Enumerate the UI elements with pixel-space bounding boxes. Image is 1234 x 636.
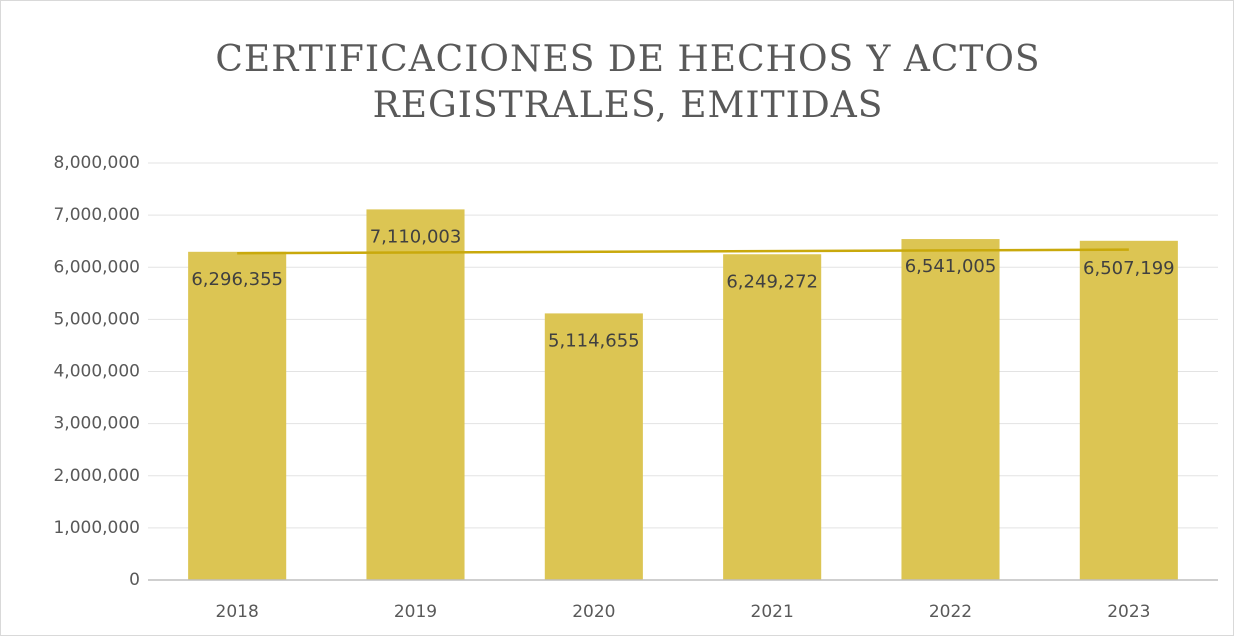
y-tick-label: 5,000,000 [53, 309, 140, 329]
y-tick-label: 1,000,000 [53, 518, 140, 538]
x-tick-label: 2021 [751, 602, 794, 622]
data-label: 5,114,655 [548, 330, 640, 351]
y-tick-label: 0 [129, 570, 140, 590]
data-label: 6,541,005 [905, 256, 997, 277]
data-label: 6,249,272 [726, 271, 818, 292]
bar [723, 254, 822, 580]
chart-title: REGISTRALES, EMITIDAS [373, 85, 884, 126]
bar [1079, 240, 1178, 580]
x-tick-label: 2022 [929, 602, 972, 622]
bar [901, 239, 1000, 580]
data-label: 6,507,199 [1083, 258, 1175, 279]
y-tick-label: 2,000,000 [53, 466, 140, 486]
x-tick-label: 2019 [394, 602, 437, 622]
trendline [237, 248, 1129, 255]
x-tick-label: 2023 [1107, 602, 1150, 622]
x-tick-label: 2020 [572, 602, 615, 622]
bar [366, 209, 465, 580]
data-label: 6,296,355 [191, 269, 283, 290]
bar [188, 251, 287, 580]
data-label: 7,110,003 [370, 226, 462, 247]
bar [544, 313, 643, 580]
y-tick-label: 4,000,000 [53, 362, 140, 382]
x-tick-label: 2018 [216, 602, 259, 622]
y-tick-label: 3,000,000 [53, 414, 140, 434]
y-tick-label: 8,000,000 [53, 153, 140, 173]
y-tick-label: 6,000,000 [53, 257, 140, 277]
chart-title: CERTIFICACIONES DE HECHOS Y ACTOS [215, 39, 1040, 80]
y-tick-label: 7,000,000 [53, 205, 140, 225]
